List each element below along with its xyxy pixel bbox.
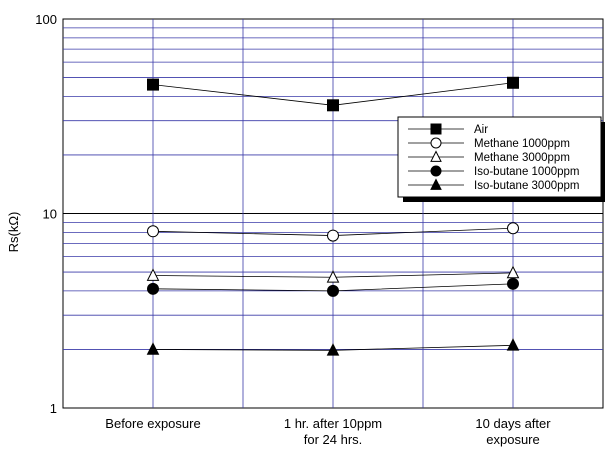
legend-marker: [430, 178, 442, 190]
data-point: [507, 76, 519, 89]
data-point: [507, 277, 519, 290]
x-category-label: exposure: [486, 432, 539, 447]
legend-label: Methane 3000ppm: [474, 152, 570, 164]
y-axis-ticks: 1 10 100: [35, 12, 57, 416]
y-tick-label: 10: [43, 207, 57, 222]
data-point: [506, 265, 520, 279]
y-tick-label: 100: [35, 12, 57, 27]
x-category-label: 10 days after: [475, 416, 551, 431]
data-point: [147, 282, 159, 295]
data-point: [327, 229, 339, 242]
data-point: [147, 78, 159, 91]
legend-marker: [430, 123, 442, 135]
x-category-label: Before exposure: [105, 416, 200, 431]
legend-label: Iso-butane 3000ppm: [474, 180, 580, 192]
data-point: [327, 284, 339, 297]
markers: [146, 76, 520, 356]
legend-marker: [430, 137, 442, 149]
legend-marker: [430, 150, 442, 162]
data-point: [507, 222, 519, 235]
y-tick-label: 1: [50, 401, 57, 416]
data-point: [506, 338, 520, 351]
data-point: [326, 343, 340, 356]
x-category-label: for 24 hrs.: [304, 432, 363, 447]
legend-marker: [430, 165, 442, 177]
y-axis-label: Rs(kΩ): [6, 212, 21, 253]
legend-label: Air: [474, 124, 488, 136]
data-point: [146, 268, 160, 281]
data-point: [146, 342, 160, 355]
legend: Air Methane 1000ppm Methane 3000ppm Iso-but…: [397, 116, 605, 202]
x-category-label: 1 hr. after 10ppm: [284, 416, 382, 431]
data-point: [326, 270, 340, 283]
legend-label: Iso-butane 1000ppm: [474, 166, 580, 178]
data-point: [327, 99, 339, 112]
data-point: [147, 225, 159, 238]
legend-label: Methane 1000ppm: [474, 138, 570, 150]
